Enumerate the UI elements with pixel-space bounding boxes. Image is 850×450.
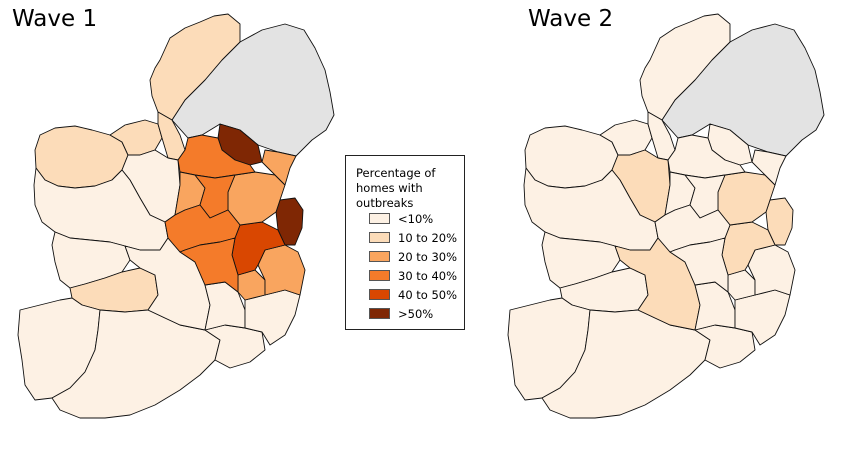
- wave-1-map: [17, 13, 335, 419]
- region-dublin: [765, 197, 794, 246]
- map-legend: Percentage of homes with outbreaks <10% …: [345, 155, 465, 330]
- region-louth: [261, 149, 297, 186]
- region-carlow: [727, 269, 756, 301]
- region-wicklow: [257, 244, 306, 296]
- wave-2-map-panel: Wave 2: [490, 0, 830, 450]
- legend-swatch: [369, 232, 390, 243]
- region-wicklow: [747, 244, 796, 296]
- region-laois: [669, 237, 729, 293]
- region-carlow: [237, 269, 266, 301]
- legend-title: Percentage of homes with outbreaks: [356, 166, 436, 210]
- legend-swatch: [369, 251, 390, 262]
- region-sligo: [109, 119, 163, 156]
- region-sligo: [599, 119, 653, 156]
- wave-2-title: Wave 2: [528, 6, 614, 32]
- region-donegal: [639, 13, 731, 121]
- region-laois: [179, 237, 239, 293]
- region-louth: [751, 149, 787, 186]
- legend-label: >50%: [398, 307, 434, 321]
- legend-label: 20 to 30%: [398, 250, 458, 264]
- wave-1-title: Wave 1: [12, 6, 98, 32]
- legend-swatch: [369, 213, 390, 224]
- region-donegal: [149, 13, 241, 121]
- wave-1-map-panel: Wave 1: [0, 0, 340, 450]
- legend-label: <10%: [398, 212, 434, 226]
- legend-swatch: [369, 270, 390, 281]
- legend-swatch: [369, 289, 390, 300]
- legend-label: 10 to 20%: [398, 231, 458, 245]
- wave-2-map: [507, 13, 825, 419]
- region-dublin: [275, 197, 304, 246]
- legend-label: 40 to 50%: [398, 288, 458, 302]
- legend-swatch: [369, 308, 390, 319]
- legend-label: 30 to 40%: [398, 269, 458, 283]
